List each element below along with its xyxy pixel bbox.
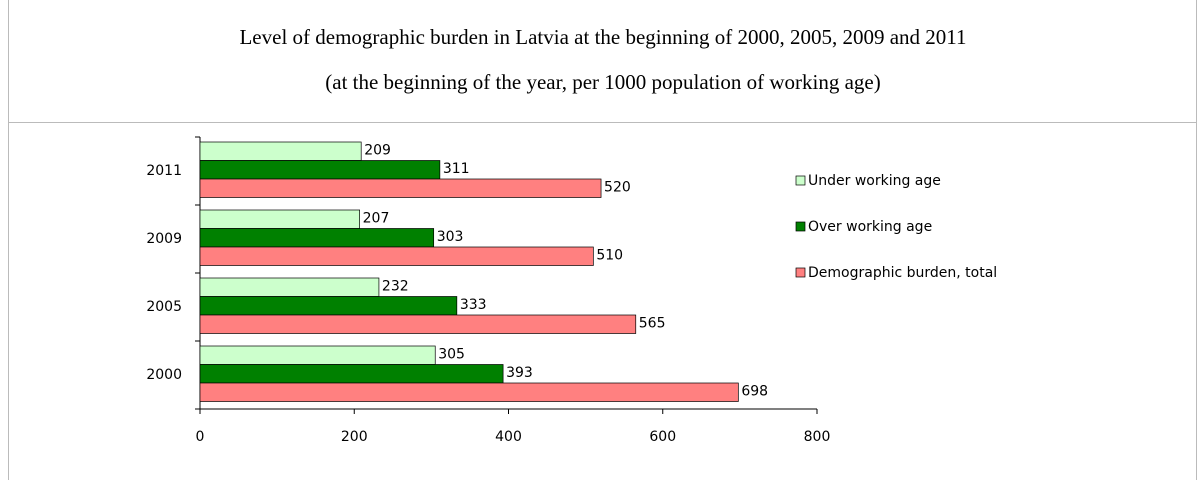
data-label: 305 xyxy=(438,346,465,362)
data-label: 207 xyxy=(363,210,390,226)
data-label: 520 xyxy=(604,179,631,195)
bar xyxy=(199,345,436,365)
bar xyxy=(199,314,637,334)
data-label: 565 xyxy=(639,315,666,331)
legend-swatch xyxy=(795,175,806,186)
legend-label: Under working age xyxy=(808,173,941,189)
data-label: 303 xyxy=(437,229,464,245)
x-tick-label: 400 xyxy=(495,429,522,445)
y-tick-label: 2009 xyxy=(146,231,182,247)
chart-subtitle: (at the beginning of the year, per 1000 … xyxy=(325,70,881,94)
x-tick-label: 600 xyxy=(649,429,676,445)
bar xyxy=(199,296,458,316)
bar xyxy=(199,178,602,198)
bar xyxy=(199,209,360,229)
bar xyxy=(199,364,504,384)
frame xyxy=(8,0,1197,480)
legend-label: Over working age xyxy=(808,219,932,235)
bar xyxy=(199,246,594,266)
legend-swatch xyxy=(795,221,806,232)
data-label: 311 xyxy=(443,161,470,177)
y-tick-label: 2000 xyxy=(146,367,182,383)
bar xyxy=(199,277,380,297)
y-tick-label: 2005 xyxy=(146,299,182,315)
bar xyxy=(199,228,435,248)
data-label: 510 xyxy=(596,247,623,263)
data-label: 393 xyxy=(506,365,533,381)
data-label: 698 xyxy=(741,383,768,399)
x-tick-label: 200 xyxy=(341,429,368,445)
x-tick-label: 800 xyxy=(804,429,831,445)
bar xyxy=(199,382,739,402)
data-label: 232 xyxy=(382,278,409,294)
legend-label: Demographic burden, total xyxy=(808,265,997,281)
y-tick-label: 2011 xyxy=(146,163,182,179)
data-label: 209 xyxy=(364,142,391,158)
bar xyxy=(199,160,441,180)
x-tick-label: 0 xyxy=(196,429,205,445)
legend-swatch xyxy=(795,267,806,278)
chart-title: Level of demographic burden in Latvia at… xyxy=(239,25,966,49)
data-label: 333 xyxy=(460,297,487,313)
bar xyxy=(199,141,362,161)
